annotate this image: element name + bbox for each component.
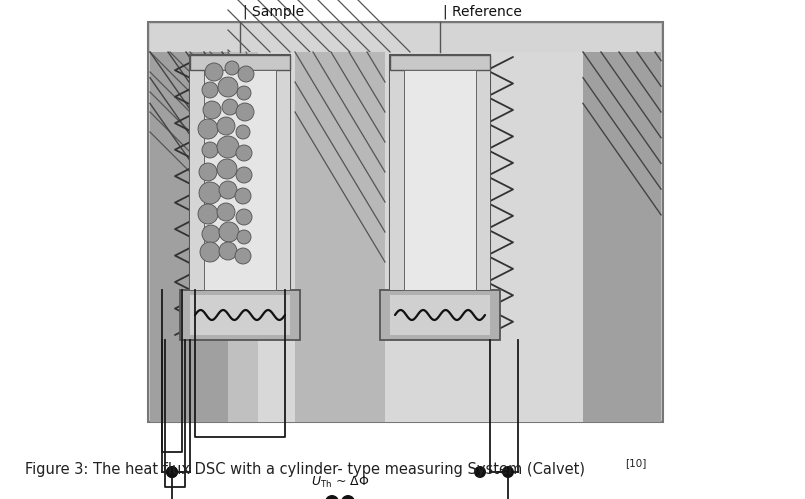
- Bar: [190, 55, 290, 290]
- Circle shape: [236, 125, 250, 139]
- Circle shape: [236, 167, 252, 183]
- Bar: [404, 70, 476, 290]
- Text: | Sample: | Sample: [243, 4, 304, 19]
- Bar: [190, 55, 290, 70]
- Circle shape: [219, 181, 237, 199]
- Circle shape: [200, 242, 220, 262]
- Circle shape: [217, 136, 239, 158]
- Bar: [380, 290, 500, 340]
- Circle shape: [202, 142, 218, 158]
- Circle shape: [217, 117, 235, 135]
- Circle shape: [325, 495, 339, 499]
- Bar: [390, 55, 404, 290]
- Bar: [583, 52, 661, 422]
- Bar: [390, 55, 490, 70]
- Circle shape: [217, 159, 237, 179]
- Text: [10]: [10]: [625, 458, 646, 468]
- Circle shape: [166, 466, 178, 478]
- Circle shape: [219, 222, 239, 242]
- Circle shape: [502, 466, 514, 478]
- Circle shape: [235, 248, 251, 264]
- Circle shape: [235, 188, 251, 204]
- Circle shape: [218, 77, 238, 97]
- Bar: [476, 55, 490, 290]
- Circle shape: [217, 203, 235, 221]
- Text: Figure 3: The heat flux DSC with a cylinder- type measuring System (Calvet): Figure 3: The heat flux DSC with a cylin…: [25, 462, 585, 477]
- Bar: [190, 55, 204, 290]
- Circle shape: [198, 119, 218, 139]
- Text: $U_{\rm Th}$ ~ Δ$\Phi$: $U_{\rm Th}$ ~ Δ$\Phi$: [311, 475, 369, 490]
- Circle shape: [474, 466, 486, 478]
- Bar: [228, 52, 258, 422]
- Circle shape: [166, 466, 178, 478]
- Circle shape: [199, 182, 221, 204]
- Bar: [148, 22, 663, 422]
- Text: | Reference: | Reference: [443, 4, 522, 19]
- Bar: [390, 295, 490, 335]
- Bar: [390, 55, 490, 290]
- Circle shape: [236, 103, 254, 121]
- Circle shape: [236, 145, 252, 161]
- Circle shape: [238, 66, 254, 82]
- Bar: [150, 24, 661, 52]
- Circle shape: [237, 86, 251, 100]
- Circle shape: [237, 230, 251, 244]
- Bar: [190, 295, 290, 335]
- Circle shape: [222, 99, 238, 115]
- Bar: [228, 52, 583, 422]
- Circle shape: [236, 209, 252, 225]
- Circle shape: [219, 242, 237, 260]
- Bar: [150, 52, 228, 422]
- Bar: [204, 70, 276, 290]
- Bar: [276, 55, 290, 290]
- Circle shape: [225, 61, 239, 75]
- Circle shape: [202, 225, 220, 243]
- Bar: [295, 52, 385, 422]
- Circle shape: [199, 163, 217, 181]
- Circle shape: [203, 101, 221, 119]
- Circle shape: [202, 82, 218, 98]
- Circle shape: [198, 204, 218, 224]
- Circle shape: [205, 63, 223, 81]
- Bar: [180, 290, 300, 340]
- Circle shape: [341, 495, 355, 499]
